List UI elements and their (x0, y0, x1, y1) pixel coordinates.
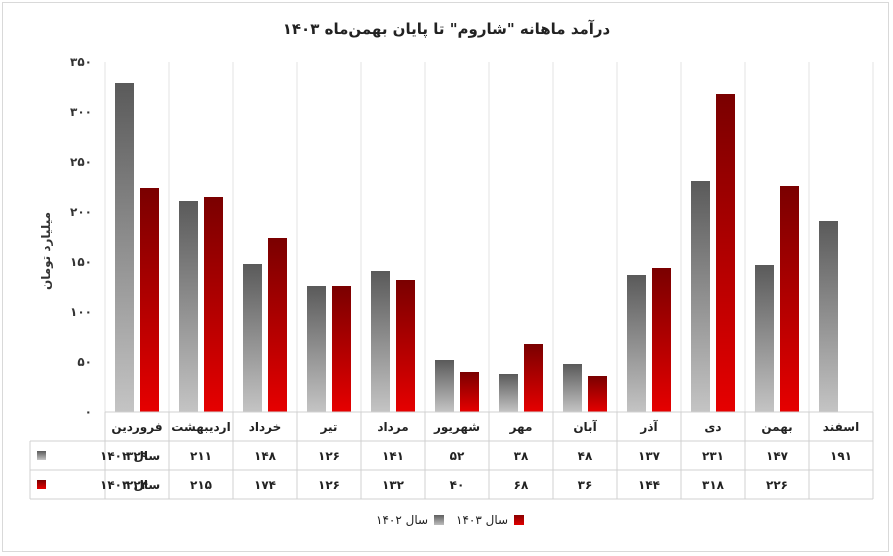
x-category-label: بهمن (761, 420, 792, 434)
x-category-label: دی (704, 420, 721, 434)
x-category-label: آبان (573, 419, 597, 434)
x-category-label: فروردین (111, 420, 162, 435)
bar-1403 (460, 372, 479, 412)
data-label: ۵۲ (450, 449, 465, 463)
bar-1402 (179, 201, 198, 412)
legend-item-1402: سال ۱۴۰۲ (376, 513, 445, 527)
data-label: ۱۴۱ (382, 449, 404, 463)
y-tick-label: ۱۰۰ (70, 305, 92, 319)
bar-1402 (115, 83, 134, 412)
bar-1402 (243, 264, 262, 412)
table-series-label: سال ۱۴۰۲ (100, 449, 160, 463)
data-label: ۳۱۸ (702, 478, 725, 492)
data-label: ۱۴۷ (766, 449, 789, 463)
data-table: فروردین اردیبهشت خرداد تیر مرداد شهریور مهر آبا… (29, 411, 874, 500)
data-label: ۴۸ (578, 449, 593, 463)
legend-label-1402: سال ۱۴۰۲ (376, 513, 429, 527)
bar-1402 (371, 271, 390, 412)
chart-title: درآمد ماهانه "شاروم" تا پایان بهمن‌ماه ۱… (282, 20, 611, 38)
bar-1403 (716, 94, 735, 412)
bar-1402 (499, 374, 518, 412)
data-label: ۳۸ (514, 449, 529, 463)
bar-1403 (140, 188, 159, 412)
data-label: ۲۲۴ (126, 478, 148, 492)
bar-1402 (819, 221, 838, 412)
bar-1403 (652, 268, 671, 412)
bar-1403 (396, 280, 415, 412)
x-category-label: آذر (639, 419, 658, 434)
x-category-label: تیر (320, 420, 338, 434)
grid-lines (104, 62, 874, 412)
data-label: ۱۴۴ (638, 478, 660, 492)
data-label: ۲۳۱ (702, 449, 724, 463)
legend-label-1403: سال ۱۴۰۳ (456, 513, 509, 527)
table-legend-swatch (37, 451, 46, 460)
bar-1403 (780, 186, 799, 412)
bar-1402 (307, 286, 326, 412)
x-category-label: مهر (509, 420, 533, 434)
legend-swatch-1402 (434, 515, 445, 525)
y-tick-label: ۲۵۰ (70, 155, 92, 169)
data-label: ۱۲۶ (318, 449, 340, 463)
bar-1403 (204, 197, 223, 412)
data-label: ۱۳۷ (638, 449, 661, 463)
data-label: ۱۴۸ (254, 449, 277, 463)
data-label: ۱۷۴ (254, 478, 276, 492)
data-label: ۳۲۹ (126, 449, 149, 463)
x-category-label: اردیبهشت (171, 420, 230, 434)
data-label: ۱۲۶ (318, 478, 340, 492)
bar-1402 (435, 360, 454, 412)
data-label: ۲۱۵ (190, 478, 212, 492)
data-label: ۶۸ (514, 478, 529, 492)
data-label: ۳۶ (578, 478, 593, 492)
bar-1402 (563, 364, 582, 412)
data-label: ۱۳۲ (382, 478, 405, 492)
table-legend-swatch (37, 480, 46, 489)
legend-swatch-1403 (514, 515, 525, 525)
bar-1402 (755, 265, 774, 412)
data-label: ۱۹۱ (830, 449, 852, 463)
data-label: ۲۲۶ (766, 478, 788, 492)
x-category-label: خرداد (249, 420, 282, 434)
bar-1403 (332, 286, 351, 412)
bar-1402 (691, 181, 710, 412)
bar-1403 (588, 376, 607, 412)
y-tick-label: ۱۵۰ (70, 255, 92, 269)
data-label: ۴۰ (450, 478, 465, 492)
y-tick-label: ۰ (85, 405, 92, 419)
bar-1402 (627, 275, 646, 412)
table-series-label: سال ۱۴۰۳ (100, 478, 160, 492)
bar-1403 (268, 238, 287, 412)
data-label: ۲۱۱ (190, 449, 212, 463)
y-tick-label: ۵۰ (77, 355, 92, 369)
x-category-label: اسفند (823, 420, 859, 434)
x-category-label: مرداد (377, 420, 408, 434)
y-tick-label: ۳۵۰ (70, 55, 92, 69)
y-tick-label: ۳۰۰ (70, 105, 92, 119)
bars (115, 83, 838, 412)
x-category-label: شهریور (433, 420, 480, 435)
y-tick-labels: ۰ ۵۰ ۱۰۰ ۱۵۰ ۲۰۰ ۲۵۰ ۳۰۰ ۳۵۰ (70, 55, 92, 419)
bar-1403 (524, 344, 543, 412)
y-tick-label: ۲۰۰ (70, 205, 92, 219)
legend-item-1403: سال ۱۴۰۳ (456, 513, 525, 527)
